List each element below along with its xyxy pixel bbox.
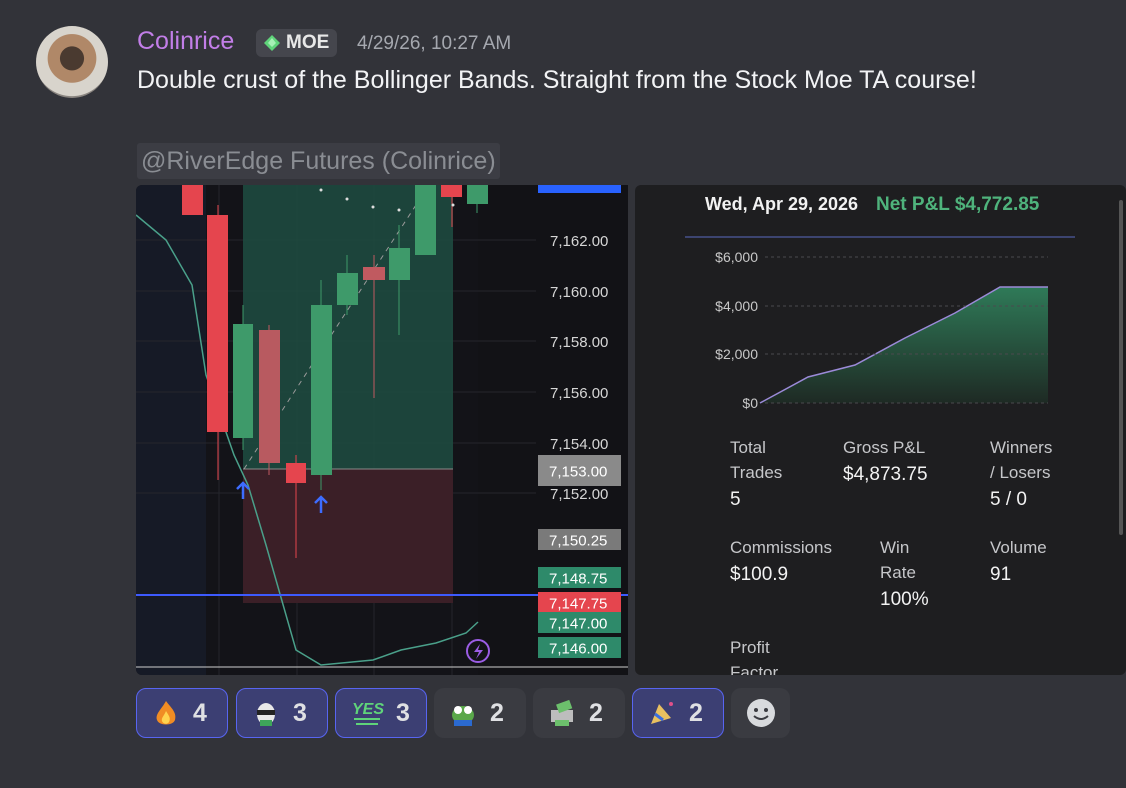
stat-label: Volume [990, 538, 1047, 557]
reaction[interactable]: 2 [434, 688, 526, 738]
shade [136, 185, 206, 675]
price-box [538, 455, 621, 486]
pnl-line [759, 286, 1048, 404]
stat-label: Profit Factor [730, 638, 779, 675]
reaction-count: 2 [689, 698, 703, 727]
price-box [538, 567, 621, 588]
price-label: 7,158.00 [550, 334, 608, 351]
stat: Profit Factor [730, 635, 790, 675]
reaction[interactable]: YES 3 [335, 688, 427, 738]
reaction-emoji [651, 702, 673, 724]
reaction-emoji [257, 703, 275, 726]
stat-value: 91 [990, 564, 1012, 585]
price-box-label: 7,150.25 [549, 533, 607, 550]
reaction-count: 3 [396, 698, 410, 727]
stat-value: $4,873.75 [843, 464, 928, 485]
price-label: 7,152.00 [550, 486, 608, 503]
reaction[interactable]: 2 [533, 688, 625, 738]
stat: Winners / Losers 5 / 0 [990, 435, 1060, 511]
svg-text:YES: YES [352, 701, 384, 718]
reaction-count: 2 [490, 698, 504, 727]
y-tick-label: $4,000 [715, 298, 758, 314]
author-name[interactable]: Colinrice [137, 27, 235, 55]
mention[interactable]: @RiverEdge Futures (Colinrice) [137, 143, 500, 179]
stat-value: $100.9 [730, 564, 789, 585]
price-box-label: 7,146.00 [549, 641, 607, 658]
stat-label: Winners / Losers [990, 438, 1053, 482]
stat-value: 100% [880, 589, 929, 610]
price-box-label: 7,153.00 [549, 464, 607, 481]
price-box-label: 7,148.75 [549, 571, 607, 588]
pnl-chart: Wed, Apr 29, 2026 Net P&L $4,772.85 $6,0… [685, 194, 1123, 535]
stat-value: 5 [730, 489, 741, 510]
scrollbar[interactable] [1119, 200, 1123, 535]
price-chart-image[interactable]: 7,162.00 7,160.00 7,158.00 7,156.00 7,154.00… [136, 185, 628, 675]
buy-arrows [236, 481, 328, 513]
candles [182, 185, 488, 558]
reaction[interactable]: 4 [136, 688, 228, 738]
pnl-date: Wed, Apr 29, 2026 [705, 194, 858, 214]
reaction-count: 2 [589, 698, 603, 727]
reaction-count: 4 [193, 698, 207, 727]
price-chart: 7,162.00 7,160.00 7,158.00 7,156.00 7,154.00… [136, 185, 628, 675]
pnl-card[interactable]: Wed, Apr 29, 2026 Net P&L $4,772.85 $6,0… [635, 185, 1126, 675]
avatar[interactable] [36, 26, 108, 98]
pnl-area [760, 287, 1048, 403]
price-box [538, 592, 621, 613]
bollinger-band [136, 214, 479, 666]
price-label: 7,162.00 [550, 233, 608, 250]
reaction-emoji [551, 699, 573, 726]
reaction[interactable]: 2 [632, 688, 724, 738]
add-reaction[interactable] [731, 688, 790, 738]
add-reaction-icon [747, 699, 775, 727]
price-label: 7,160.00 [550, 284, 608, 301]
badge-icon [264, 35, 280, 51]
price-box [538, 612, 621, 633]
reaction-count: 3 [293, 698, 307, 727]
price-box [538, 185, 621, 193]
stat-label: Total Trades [730, 438, 783, 482]
net-pnl: Net P&L $4,772.85 [876, 194, 1040, 215]
loss-zone [243, 469, 453, 603]
price-label: 7,156.00 [550, 385, 608, 402]
stat: Volume 91 [990, 535, 1080, 586]
badge-text: MOE [286, 32, 330, 53]
price-label: 7,154.00 [550, 436, 608, 453]
alert-bolt [474, 644, 483, 659]
reaction[interactable]: 3 [236, 688, 328, 738]
stat: Commissions $100.9 [730, 535, 850, 586]
role-badge[interactable]: MOE [256, 29, 338, 57]
markers [319, 188, 455, 212]
stat-label: Gross P&L [843, 438, 926, 457]
message-text: Double crust of the Bollinger Bands. Str… [137, 66, 977, 94]
y-tick-label: $0 [742, 395, 758, 411]
stat-label: Commissions [730, 538, 833, 557]
stat-value: 5 / 0 [990, 489, 1027, 510]
timestamp: 4/29/26, 10:27 AM [357, 33, 512, 54]
stat: Gross P&L $4,873.75 [843, 435, 963, 486]
reaction-emoji [452, 706, 474, 726]
reaction-emoji [156, 701, 176, 725]
price-box-label: 7,147.00 [549, 616, 607, 633]
reaction-emoji: YES [352, 701, 384, 725]
y-tick-label: $2,000 [715, 346, 758, 362]
price-box [538, 529, 621, 550]
stat: Total Trades 5 [730, 435, 820, 511]
stat-label: Win Rate [880, 538, 916, 582]
price-box [538, 637, 621, 658]
price-box-label: 7,147.75 [549, 596, 607, 613]
y-tick-label: $6,000 [715, 249, 758, 265]
stat: Win Rate 100% [880, 535, 930, 611]
alert-icon[interactable] [466, 639, 490, 663]
